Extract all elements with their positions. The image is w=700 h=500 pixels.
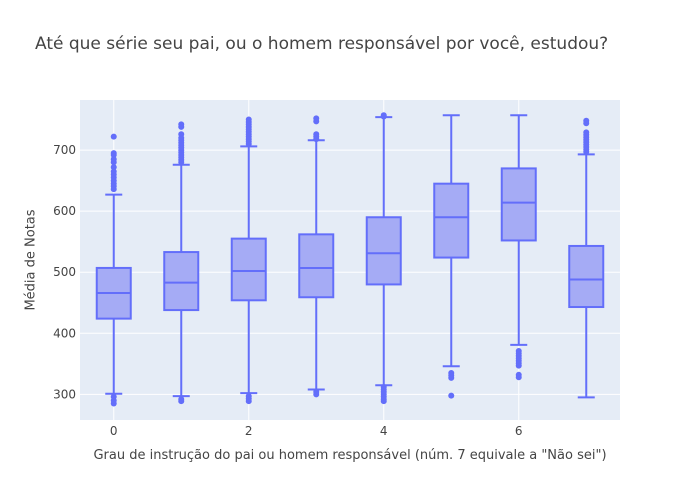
outlier-point xyxy=(448,392,455,399)
outlier-point xyxy=(380,112,387,119)
box-iqr xyxy=(433,182,470,259)
outlier-point xyxy=(583,129,590,136)
outlier-point xyxy=(515,371,522,378)
x-tick-label: 0 xyxy=(110,424,118,438)
outlier-point xyxy=(110,168,117,175)
outlier-point xyxy=(380,384,387,391)
x-tick-label: 2 xyxy=(245,424,253,438)
outlier-point xyxy=(313,131,320,138)
plot-area xyxy=(80,100,620,420)
box-iqr xyxy=(230,237,267,302)
y-tick-label: 600 xyxy=(53,204,76,218)
outlier-point xyxy=(178,121,185,128)
y-axis-title: Média de Notas xyxy=(23,209,39,311)
box-iqr xyxy=(568,244,605,309)
outlier-point xyxy=(110,150,117,157)
outlier-point xyxy=(313,388,320,395)
outlier-point xyxy=(245,393,252,400)
y-tick-label: 400 xyxy=(53,326,76,340)
outlier-point xyxy=(110,133,117,140)
x-tick-label: 6 xyxy=(515,424,523,438)
y-tick-label: 300 xyxy=(53,387,76,401)
outlier-point xyxy=(245,116,252,123)
box-iqr xyxy=(365,216,402,286)
x-axis-title: Grau de instrução do pai ou homem respon… xyxy=(93,448,607,463)
box-iqr xyxy=(298,233,335,299)
box-iqr xyxy=(163,251,200,312)
outlier-point xyxy=(313,115,320,122)
outlier-point xyxy=(178,396,185,403)
outlier-point xyxy=(515,347,522,354)
outlier-point xyxy=(583,117,590,124)
outlier-point xyxy=(448,369,455,376)
outlier-point xyxy=(110,393,117,400)
y-tick-label: 700 xyxy=(53,143,76,157)
outlier-point xyxy=(178,131,185,138)
x-tick-label: 4 xyxy=(380,424,388,438)
outlier-point xyxy=(110,156,117,163)
box-iqr xyxy=(500,167,537,242)
chart-title: Até que série seu pai, ou o homem respon… xyxy=(35,34,609,54)
outlier-point xyxy=(110,164,117,171)
y-tick-label: 500 xyxy=(53,265,76,279)
